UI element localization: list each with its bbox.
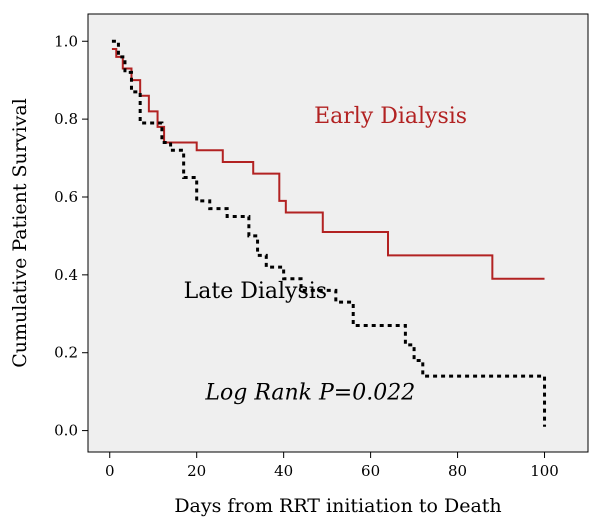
x-tick-label: 100 xyxy=(530,462,559,480)
x-axis-title: Days from RRT initiation to Death xyxy=(174,495,501,517)
early-dialysis-curve xyxy=(111,48,545,280)
y-tick-label: 0.4 xyxy=(54,266,78,284)
y-tick-label: 0.6 xyxy=(54,188,78,206)
x-tick-label: 80 xyxy=(448,462,467,480)
series-layer xyxy=(111,39,547,427)
y-tick-label: 0.8 xyxy=(54,110,78,128)
x-tick-label: 40 xyxy=(274,462,293,480)
axes: 0 20 40 60 80 100 0.0 0.2 0.4 0.6 0.8 1.0 xyxy=(54,32,559,480)
y-tick-label: 0.2 xyxy=(54,344,78,362)
late-dialysis-curve xyxy=(111,39,547,427)
annotation-layer: Early Dialysis Late Dialysis Log Rank P=0.… xyxy=(184,104,467,405)
x-tick-label: 20 xyxy=(187,462,206,480)
x-tick-label: 60 xyxy=(361,462,380,480)
y-axis-title: Cumulative Patient Survival xyxy=(9,98,31,368)
y-tick-label: 0.0 xyxy=(54,422,78,440)
x-tick-label: 0 xyxy=(105,462,115,480)
y-tick-label: 1.0 xyxy=(54,32,78,50)
late-dialysis-label: Late Dialysis xyxy=(184,279,327,304)
early-dialysis-label: Early Dialysis xyxy=(314,104,467,129)
p-value-label: Log Rank P=0.022 xyxy=(204,380,415,405)
